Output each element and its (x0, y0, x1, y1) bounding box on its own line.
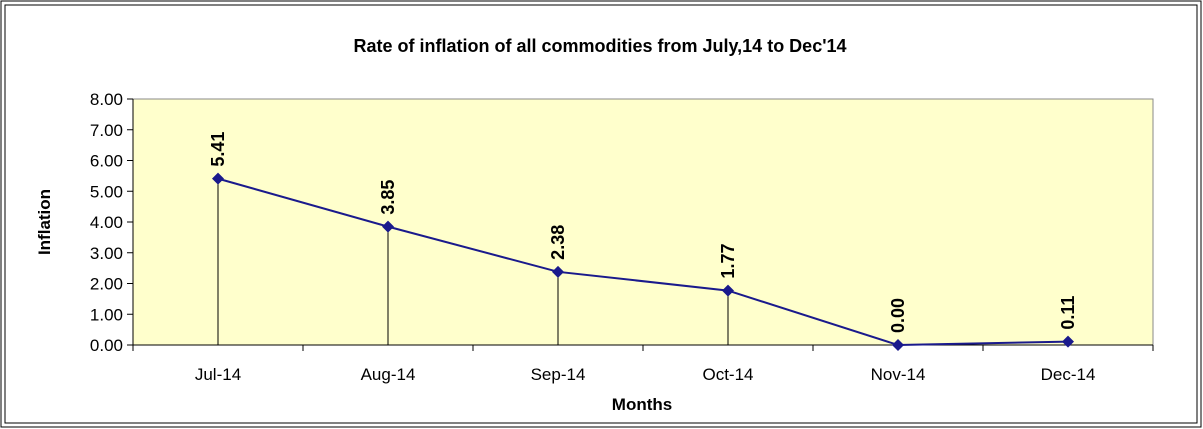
y-tick-label: 6.00 (90, 152, 123, 171)
data-label: 5.41 (208, 132, 228, 167)
data-label: 2.38 (548, 225, 568, 260)
x-axis-title: Months (612, 395, 672, 414)
y-tick-label: 4.00 (90, 213, 123, 232)
data-label: 3.85 (378, 180, 398, 215)
x-tick-label: Sep-14 (531, 365, 586, 384)
marker (722, 284, 734, 297)
plot-area (132, 98, 1154, 346)
x-tick-label: Nov-14 (871, 365, 926, 384)
marker (892, 339, 904, 351)
marker (212, 172, 224, 185)
y-tick-label: 5.00 (90, 182, 123, 201)
data-label: 0.00 (888, 298, 908, 333)
y-tick-label: 7.00 (90, 121, 123, 140)
y-tick-label: 3.00 (90, 244, 123, 263)
data-label: 0.11 (1058, 296, 1078, 330)
marker (382, 220, 394, 233)
y-tick-label: 2.00 (90, 275, 123, 294)
y-tick-label: 8.00 (90, 90, 123, 109)
y-tick-label: 0.00 (90, 336, 123, 355)
x-tick-label: Aug-14 (361, 365, 416, 384)
marker (552, 265, 564, 278)
series-line (217, 177, 1069, 347)
y-tick-label: 1.00 (90, 305, 123, 324)
data-label: 1.77 (718, 244, 738, 279)
marker (1062, 335, 1074, 348)
x-tick-label: Oct-14 (702, 365, 753, 384)
chart-title: Rate of inflation of all commodities fro… (353, 36, 846, 56)
y-axis-title: Inflation (35, 189, 54, 255)
frame-inner (4, 4, 1198, 424)
x-tick-label: Jul-14 (195, 365, 241, 384)
x-tick-label: Dec-14 (1041, 365, 1096, 384)
